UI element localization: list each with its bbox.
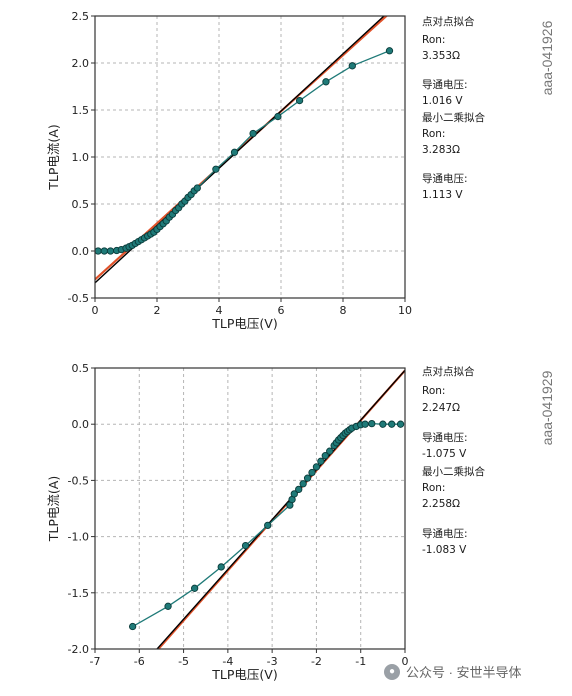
chart1-measured-curve [98, 50, 390, 252]
chart1-annotation-2: 3.353Ω [422, 50, 461, 62]
chart2-measured-point-16 [326, 447, 334, 455]
chart1-annotation-1: Ron: [422, 34, 446, 46]
chart2-annotation-1: Ron: [422, 385, 446, 397]
chart2-measured-point-4 [241, 541, 250, 550]
chart1-xtick-label-3: 6 [278, 304, 285, 317]
chart1-measured-point-30 [230, 148, 239, 156]
chart1-ytick-label-0: -0.5 [68, 292, 89, 305]
chart1-frame [94, 15, 406, 299]
chart2-ytick-label-1: -1.5 [68, 587, 89, 600]
chart2-xtick-label-5: -2 [311, 655, 322, 668]
chart2-fit-point-to-point-line [156, 369, 405, 649]
chart1-measured-point-32 [274, 112, 282, 121]
chart2-annotation-9: -1.083 V [422, 544, 467, 556]
chart2-measured-point-28 [361, 420, 369, 428]
chart1-annotation-7: 3.283Ω [422, 144, 461, 156]
chart1-id-label: aaa-041926 [539, 20, 555, 95]
chart1-annotation-5: 最小二乘拟合 [422, 112, 485, 124]
chart1-xtick-label-0: 0 [92, 304, 99, 317]
chart2-measured-point-11 [303, 474, 312, 482]
chart2-measured-point-14 [317, 457, 325, 465]
chart2-ytick-label-5: 0.5 [72, 362, 90, 375]
chart1-measured-point-35 [348, 62, 356, 70]
chart1-measured-point-31 [249, 129, 257, 138]
chart2-id-label: aaa-041929 [539, 370, 555, 445]
chart2-measured-point-9 [295, 485, 303, 494]
chart1-measured-point-0 [94, 247, 102, 255]
chart2-measured-point-32 [396, 420, 405, 428]
chart2-ytick-label-2: -1.0 [68, 531, 89, 544]
chart2-measured-point-3 [217, 563, 225, 571]
chart2-annotation-6: Ron: [422, 482, 446, 494]
chart2-measured-point-12 [308, 468, 316, 477]
chart1-ytick-label-5: 2.0 [72, 57, 90, 70]
watermark-text: 公众号 · 安世半导体 [406, 665, 522, 680]
chart2-annotation-2: 2.247Ω [422, 402, 461, 414]
chart2-xtick-label-3: -4 [222, 655, 233, 668]
chart2-xtick-label-1: -6 [134, 655, 145, 668]
chart1-ytick-label-2: 0.5 [72, 198, 90, 211]
chart1-annotation-8: 导通电压: [422, 173, 468, 185]
chart1-xtick-label-2: 4 [216, 304, 223, 317]
wechat-icon: ● [384, 663, 400, 680]
chart2-ylabel: TLP电流(A) [46, 476, 61, 542]
chart2-annotation-7: 2.258Ω [422, 498, 461, 510]
chart2-ytick-label-3: -0.5 [68, 474, 89, 487]
chart2-xtick-label-6: -1 [355, 655, 366, 668]
chart2-xtick-label-0: -7 [90, 655, 101, 668]
chart2-ytick-label-4: 0.0 [72, 418, 90, 431]
chart2-annotation-0: 点对点拟合 [422, 366, 475, 378]
chart2-xtick-label-7: 0 [402, 655, 409, 668]
chart1-measured-point-34 [322, 78, 330, 86]
chart2-measured-point-31 [388, 420, 396, 428]
chart2-annotation-5: 最小二乘拟合 [422, 466, 485, 478]
chart2-measured-point-15 [321, 452, 329, 460]
chart1-measured-point-29 [212, 165, 220, 173]
chart2-measured-point-29 [368, 419, 376, 428]
chart2-measured-point-8 [290, 490, 298, 498]
chart1-ytick-label-3: 1.0 [72, 151, 90, 164]
chart1-ytick-label-6: 2.5 [72, 10, 90, 23]
chart1-annotation-0: 点对点拟合 [422, 16, 475, 28]
chart1-measured-point-28 [193, 184, 201, 192]
chart1-ylabel: TLP电流(A) [46, 124, 61, 190]
chart2-fit-least-squares-line [156, 369, 405, 649]
chart2-xlabel: TLP电压(V) [211, 667, 277, 682]
chart1-measured-point-1 [100, 247, 108, 255]
chart1-annotation-3: 导通电压: [422, 79, 468, 91]
watermark: ● 公众号 · 安世半导体 [384, 662, 522, 681]
chart1-ytick-label-4: 1.5 [72, 104, 90, 117]
chart1-measured-point-2 [106, 247, 115, 255]
chart2-measured-point-0 [128, 622, 137, 631]
chart1-xtick-label-5: 10 [398, 304, 412, 317]
chart1-xtick-label-4: 8 [340, 304, 347, 317]
chart2-xtick-label-2: -5 [178, 655, 189, 668]
chart1-annotation-4: 1.016 V [422, 95, 463, 107]
chart1-measured-point-33 [295, 96, 304, 105]
chart1-annotation-6: Ron: [422, 128, 446, 140]
chart1-annotation-9: 1.113 V [422, 189, 463, 201]
chart2-measured-point-5 [264, 521, 272, 530]
chart1-xlabel: TLP电压(V) [211, 316, 277, 331]
chart2-frame [94, 367, 406, 650]
chart2-measured-point-2 [190, 584, 199, 592]
chart1-ytick-label-1: 0.0 [72, 245, 90, 258]
chart2-xtick-label-4: -3 [267, 655, 278, 668]
chart2-measured-point-10 [299, 480, 307, 488]
chart2-measured-point-1 [164, 602, 172, 610]
chart2-ytick-label-0: -2.0 [68, 643, 89, 656]
chart2-annotation-8: 导通电压: [422, 528, 468, 540]
chart2-annotation-4: -1.075 V [422, 448, 467, 460]
chart2-measured-point-13 [312, 463, 321, 471]
chart1-measured-point-36 [385, 47, 394, 55]
chart2-annotation-3: 导通电压: [422, 432, 468, 444]
chart1-xtick-label-1: 2 [154, 304, 161, 317]
chart2-measured-point-30 [379, 420, 387, 428]
